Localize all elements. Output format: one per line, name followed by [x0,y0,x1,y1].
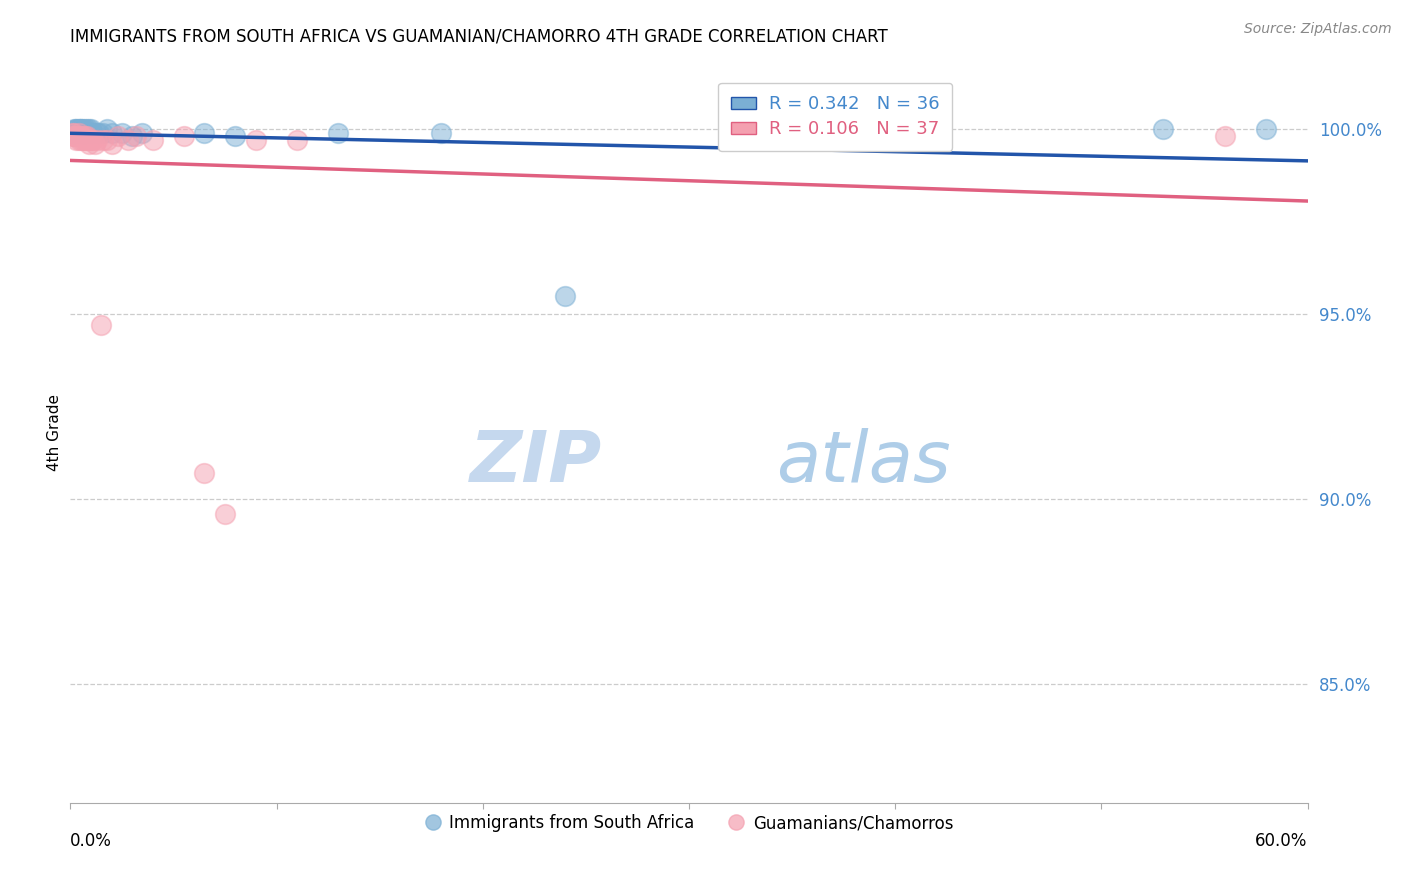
Point [67,133,90,147]
Point [86,126,108,140]
Point [73,126,96,140]
Point [1152,122,1174,136]
Point [1256,122,1278,136]
Point [430,126,453,140]
Point [60,126,83,140]
Point [63,126,86,140]
Text: 0.0%: 0.0% [70,832,112,850]
Point [224,129,246,144]
Text: atlas: atlas [776,428,950,497]
Point [90,318,112,333]
Point [80,122,103,136]
Point [111,126,134,140]
Point [89,126,111,140]
Point [142,133,165,147]
Point [69,133,91,147]
Point [65,133,87,147]
Point [60,126,83,140]
Point [328,126,350,140]
Point [1213,129,1236,144]
Text: Source: ZipAtlas.com: Source: ZipAtlas.com [1244,22,1392,37]
Point [69,122,91,136]
Point [91,126,114,140]
Point [65,129,87,144]
Y-axis label: 4th Grade: 4th Grade [46,394,62,471]
Point [121,129,143,144]
Point [131,126,153,140]
Point [67,126,90,140]
Point [69,122,91,136]
Point [63,129,86,144]
Point [96,122,118,136]
Point [91,133,114,147]
Point [73,122,96,136]
Point [100,136,122,151]
Text: 60.0%: 60.0% [1256,832,1308,850]
Point [80,126,103,140]
Point [117,133,139,147]
Point [73,129,96,144]
Point [73,133,96,147]
Point [65,122,87,136]
Point [125,129,148,144]
Point [65,122,87,136]
Point [72,133,94,147]
Point [214,507,236,521]
Point [72,129,94,144]
Point [76,126,98,140]
Point [82,126,104,140]
Point [193,467,215,481]
Point [67,122,90,136]
Point [65,126,87,140]
Point [67,129,90,144]
Point [69,126,91,140]
Point [193,126,215,140]
Point [173,129,195,144]
Point [72,122,94,136]
Point [285,133,308,147]
Point [76,133,98,147]
Point [86,133,108,147]
Point [82,133,104,147]
Point [77,136,100,151]
Point [80,133,103,147]
Text: ZIP: ZIP [470,428,602,497]
Point [69,129,91,144]
Point [245,133,267,147]
Point [96,133,118,147]
Point [63,126,86,140]
Point [72,126,94,140]
Point [63,122,86,136]
Point [67,122,90,136]
Point [100,126,122,140]
Point [554,288,576,302]
Point [107,129,129,144]
Point [77,122,100,136]
Legend: Immigrants from South Africa, Guamanians/Chamorros: Immigrants from South Africa, Guamanians… [418,807,960,838]
Point [76,122,98,136]
Point [76,129,98,144]
Point [84,136,107,151]
Text: IMMIGRANTS FROM SOUTH AFRICA VS GUAMANIAN/CHAMORRO 4TH GRADE CORRELATION CHART: IMMIGRANTS FROM SOUTH AFRICA VS GUAMANIA… [70,28,889,45]
Point [60,129,83,144]
Point [77,133,100,147]
